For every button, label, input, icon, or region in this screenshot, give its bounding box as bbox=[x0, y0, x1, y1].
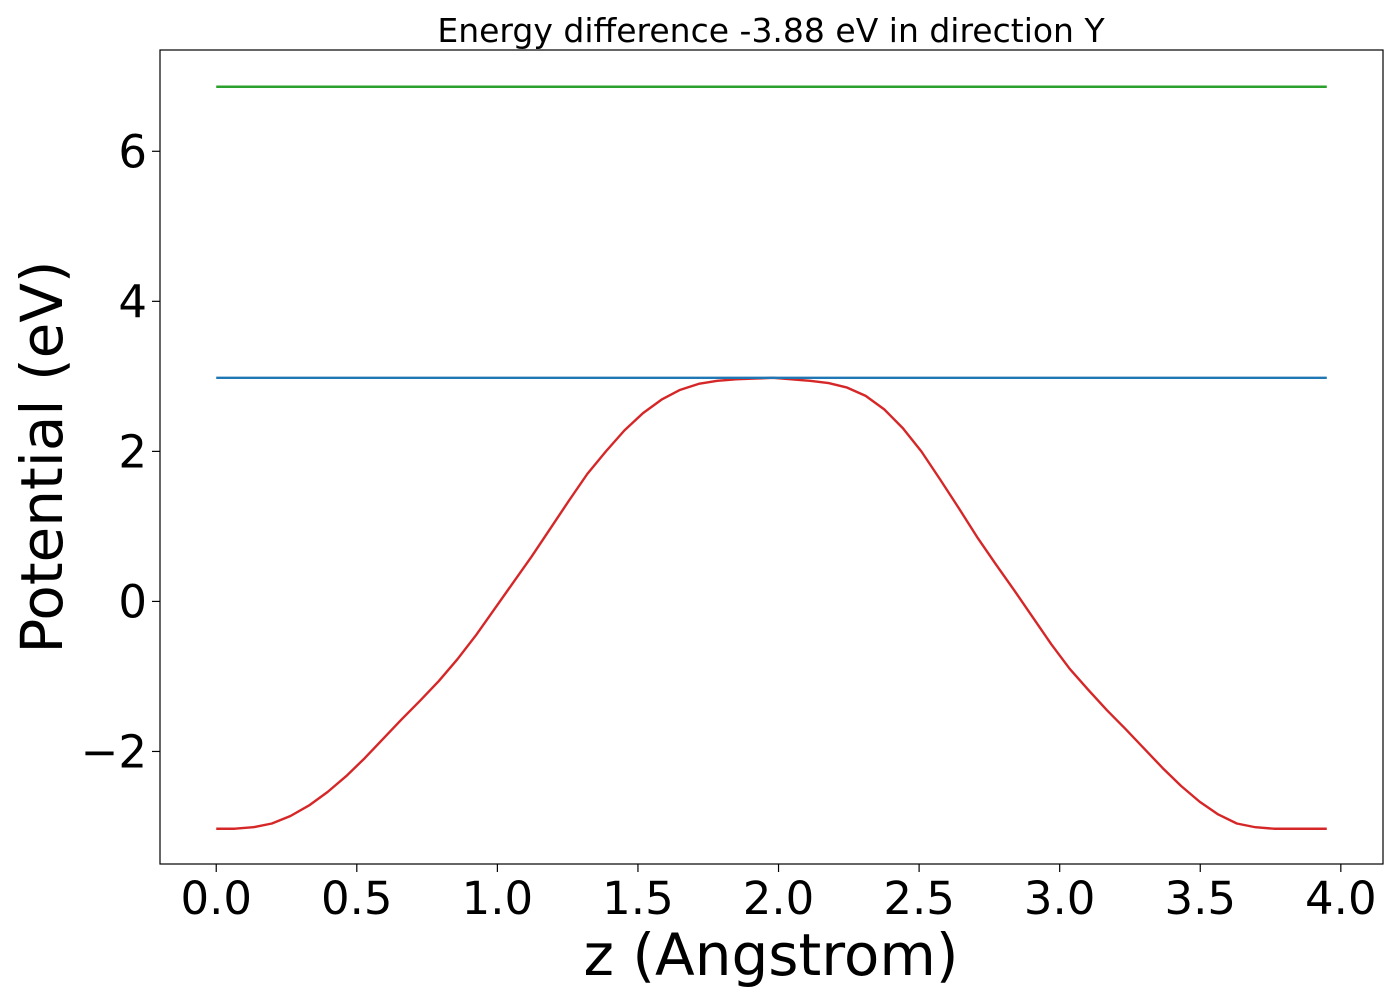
plot-frame bbox=[159, 49, 1384, 865]
x-axis-label: z (Angstrom) bbox=[584, 921, 959, 989]
x-tick-label: 2.5 bbox=[883, 872, 955, 925]
x-tick-label: 4.0 bbox=[1305, 872, 1377, 925]
x-tick-label: 1.0 bbox=[462, 872, 534, 925]
x-tick-label: 0.0 bbox=[180, 872, 252, 925]
x-tick-label: 0.5 bbox=[321, 872, 393, 925]
x-axis-ticks: 0.0 0.5 1.0 1.5 2.0 2.5 3.0 3.5 4.0 bbox=[180, 864, 1377, 925]
x-tick-label: 3.5 bbox=[1164, 872, 1236, 925]
y-tick-label: 2 bbox=[118, 425, 147, 478]
series-layer bbox=[216, 85, 1327, 830]
x-tick-label: 3.0 bbox=[1024, 872, 1096, 925]
chart-title: Energy difference -3.88 eV in direction … bbox=[437, 11, 1105, 50]
y-axis-label: Potential (eV) bbox=[8, 260, 76, 653]
y-tick-label: 4 bbox=[118, 275, 147, 328]
x-tick-label: 1.5 bbox=[602, 872, 674, 925]
x-tick-label: 2.0 bbox=[743, 872, 815, 925]
y-tick-label: −2 bbox=[81, 725, 147, 778]
y-tick-label: 0 bbox=[118, 575, 147, 628]
y-axis-ticks: −2 0 2 4 6 bbox=[81, 125, 160, 778]
y-tick-label: 6 bbox=[118, 125, 147, 178]
series-line-0 bbox=[216, 376, 1327, 830]
